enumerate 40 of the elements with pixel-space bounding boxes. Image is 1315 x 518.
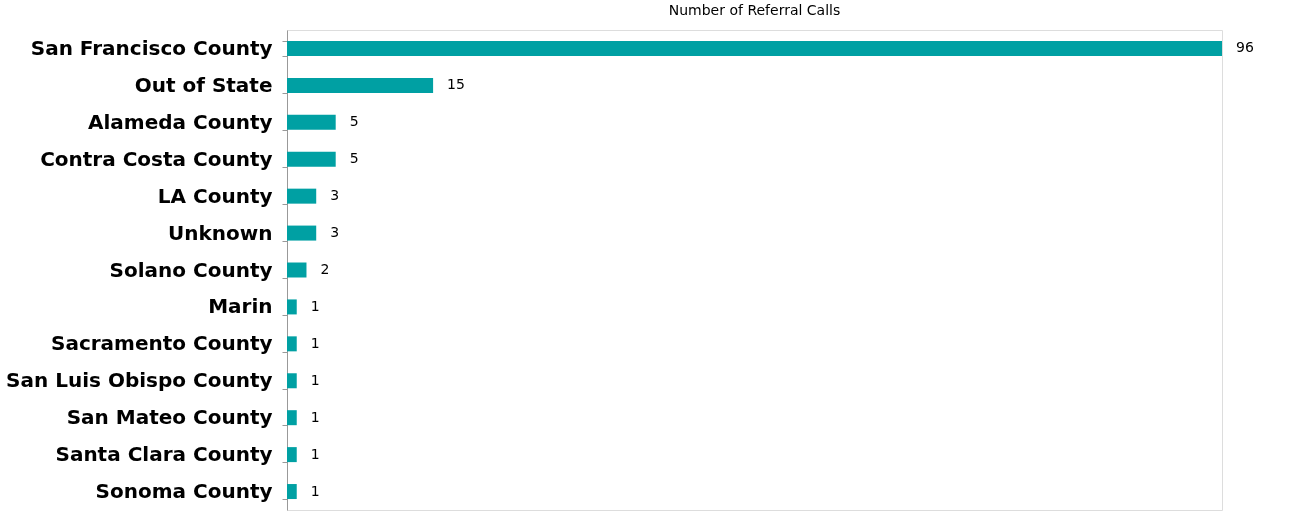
data-label: 5: [349, 150, 359, 167]
data-label: 2: [320, 261, 330, 277]
y-tick-label: San Mateo County: [66, 405, 273, 430]
chart-title: Number of Referral Calls: [668, 2, 841, 18]
data-label: 15: [447, 76, 465, 93]
data-label: 1: [310, 297, 320, 314]
bar: [287, 299, 297, 315]
y-tick-label: Unknown: [168, 220, 273, 245]
y-tick-label: Solano County: [109, 257, 273, 282]
bar: [287, 151, 336, 167]
data-label: 1: [310, 371, 320, 388]
y-tick-label: Alameda County: [87, 109, 273, 134]
bar: [287, 262, 307, 278]
y-tick-label: San Luis Obispo County: [6, 368, 273, 393]
bar: [287, 225, 317, 241]
y-tick-label: Sacramento County: [50, 331, 273, 356]
y-tick-label: Out of State: [134, 72, 273, 97]
bar: [287, 114, 336, 130]
bar: [287, 447, 297, 463]
bar: [287, 188, 317, 204]
data-label: 3: [330, 224, 340, 241]
bar: [287, 373, 297, 389]
data-label: 3: [330, 187, 340, 204]
data-label: 96: [1236, 39, 1254, 56]
y-tick-label: Sonoma County: [95, 479, 273, 504]
data-label: 1: [310, 334, 320, 351]
bar: [287, 336, 297, 352]
data-label: 1: [310, 482, 320, 499]
bar: [287, 77, 434, 93]
y-tick-label: San Francisco County: [30, 35, 273, 60]
bar: [287, 410, 297, 426]
y-tick-label: Contra Costa County: [40, 146, 273, 171]
y-tick-label: Santa Clara County: [55, 442, 273, 467]
y-tick-label: LA County: [157, 183, 273, 208]
data-label: 1: [310, 408, 320, 425]
y-tick-label: Marin: [208, 294, 273, 319]
bar: [287, 40, 1222, 56]
bar: [287, 484, 297, 500]
data-label: 5: [349, 113, 359, 130]
data-label: 1: [310, 445, 320, 462]
